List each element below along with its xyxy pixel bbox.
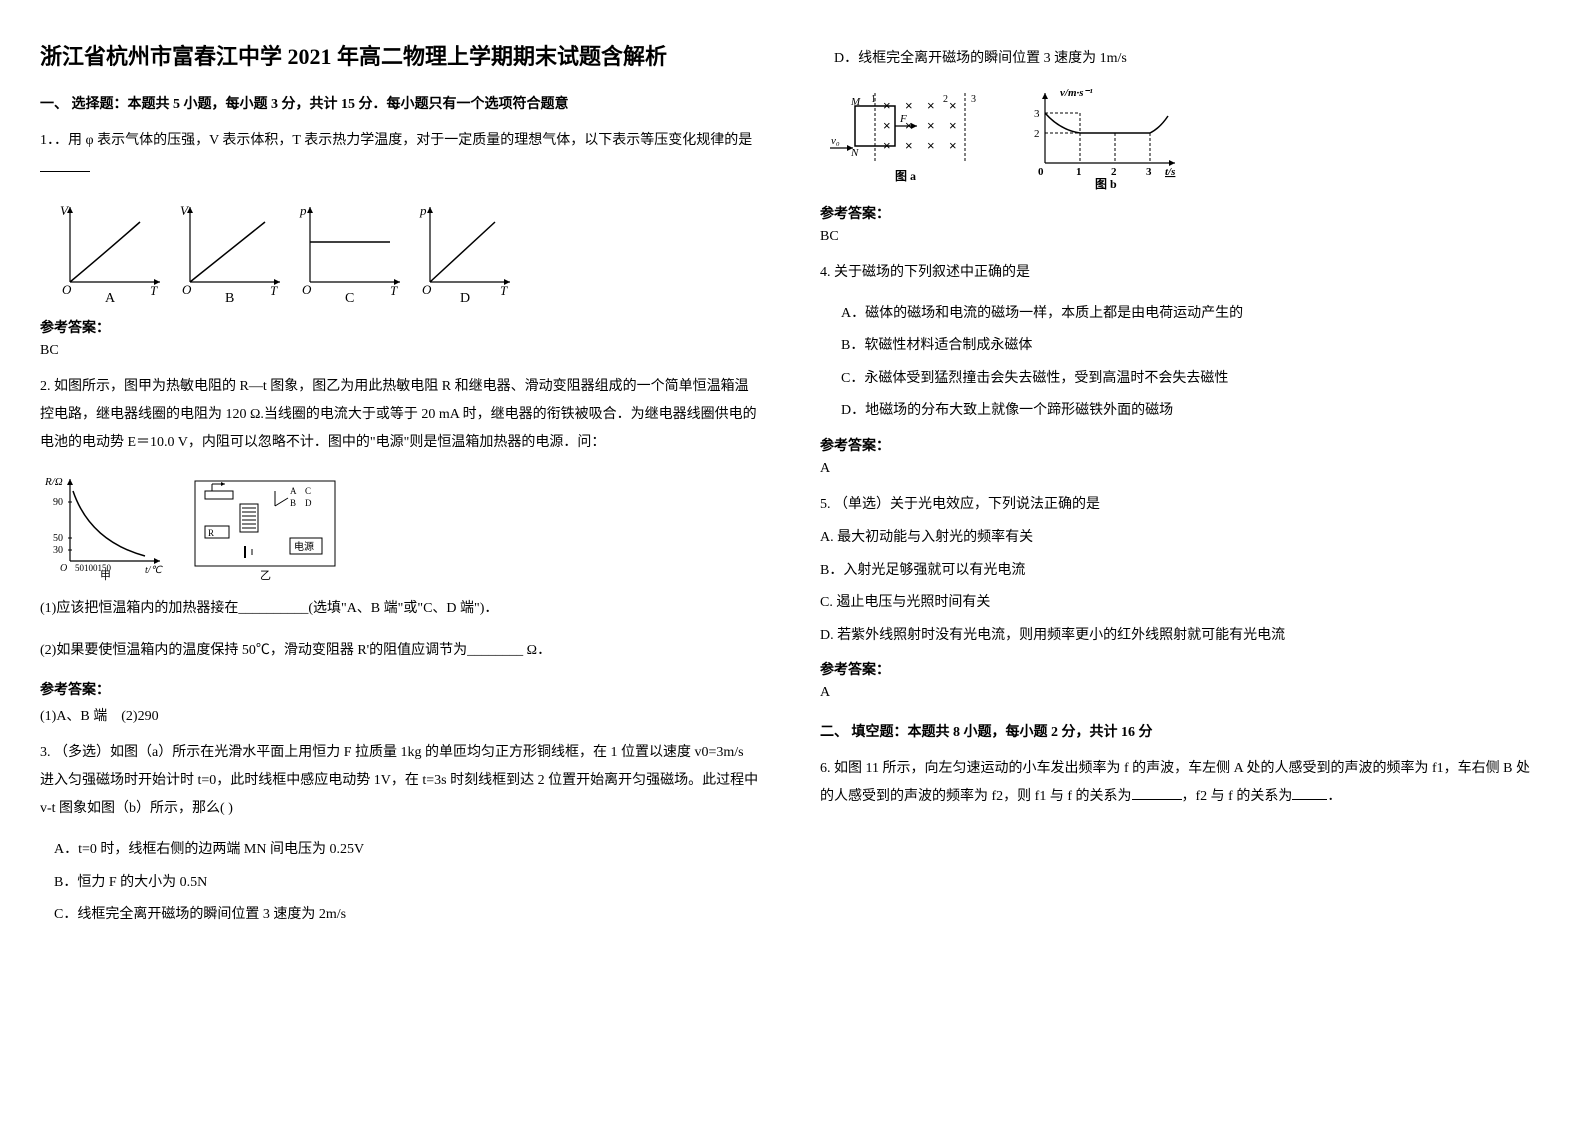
- svg-text:1: 1: [1076, 166, 1082, 178]
- q5-optD: D. 若紫外线照射时没有光电流，则用频率更小的红外线照射就可能有光电流: [820, 623, 1540, 650]
- q5-answer: A: [820, 685, 1540, 701]
- svg-text:F: F: [899, 113, 907, 125]
- svg-text:A: A: [290, 486, 297, 496]
- svg-text:×: ×: [905, 98, 913, 113]
- question-2: 2. 如图所示，图甲为热敏电阻的 R—t 图象，图乙为用此热敏电阻 R 和继电器…: [40, 373, 760, 457]
- svg-text:×: ×: [927, 118, 935, 133]
- svg-text:A: A: [105, 291, 116, 306]
- svg-text:30: 30: [53, 545, 63, 556]
- svg-text:×: ×: [883, 118, 891, 133]
- svg-text:图 a: 图 a: [895, 169, 916, 183]
- q3-figure: ×××× ×××× ×××× M N F v₀: [820, 83, 1540, 193]
- q5-optA: A. 最大初动能与入射光的频率有关: [820, 525, 1540, 552]
- q6-text-b: ，f2 与 f 的关系为: [1182, 789, 1293, 804]
- right-column: D．线框完全离开磁场的瞬间位置 3 速度为 1m/s ×××× ×××× ×××…: [820, 40, 1540, 935]
- section1-heading: 一、 选择题：本题共 5 小题，每小题 3 分，共计 15 分．每小题只有一个选…: [40, 93, 760, 113]
- q3-optD: D．线框完全离开磁场的瞬间位置 3 速度为 1m/s: [820, 46, 1540, 73]
- q3-optA: A．t=0 时，线框右侧的边两端 MN 间电压为 0.25V: [40, 837, 760, 864]
- svg-text:D: D: [305, 498, 312, 508]
- svg-text:乙: 乙: [260, 569, 271, 581]
- q4-optB: B．软磁性材料适合制成永磁体: [820, 333, 1540, 360]
- question-1: 1．．用 φ 表示气体的压强，V 表示体积，T 表示热力学温度，对于一定质量的理…: [40, 127, 760, 183]
- question-3: 3. （多选）如图（a）所示在光滑水平面上用恒力 F 拉质量 1kg 的单匝均匀…: [40, 739, 760, 823]
- svg-text:T: T: [270, 283, 278, 298]
- svg-text:O: O: [62, 282, 72, 297]
- svg-text:B: B: [290, 498, 296, 508]
- svg-text:C: C: [345, 291, 354, 306]
- q4-optD: D．地磁场的分布大致上就像一个蹄形磁铁外面的磁场: [820, 398, 1540, 425]
- q2-figure: R/Ω 90 50 30 O 50100150 t/℃ 甲: [40, 471, 760, 581]
- left-column: 浙江省杭州市富春江中学 2021 年高二物理上学期期末试题含解析 一、 选择题：…: [40, 40, 760, 935]
- q4-optC: C．永磁体受到猛烈撞击会失去磁性，受到高温时不会失去磁性: [820, 366, 1540, 393]
- svg-text:0: 0: [1038, 166, 1044, 178]
- question-4: 4. 关于磁场的下列叙述中正确的是: [820, 259, 1540, 287]
- svg-text:O: O: [422, 282, 432, 297]
- q6-blank1: [1132, 785, 1182, 800]
- q4-answer: A: [820, 461, 1540, 477]
- q1-text: 1．．用 φ 表示气体的压强，V 表示体积，T 表示热力学温度，对于一定质量的理…: [40, 133, 752, 148]
- svg-text:v₀: v₀: [831, 135, 840, 147]
- question-5: 5. （单选）关于光电效应，下列说法正确的是: [820, 491, 1540, 519]
- svg-text:D: D: [460, 291, 470, 306]
- q4-answer-label: 参考答案：: [820, 435, 1540, 455]
- svg-text:C: C: [305, 486, 311, 496]
- q5-answer-label: 参考答案：: [820, 659, 1540, 679]
- q2-answer-label: 参考答案：: [40, 679, 760, 699]
- page-title: 浙江省杭州市富春江中学 2021 年高二物理上学期期末试题含解析: [40, 40, 760, 73]
- q2-answer: (1)A、B 端 (2)290: [40, 705, 760, 725]
- question-6: 6. 如图 11 所示，向左匀速运动的小车发出频率为 f 的声波，车左侧 A 处…: [820, 755, 1540, 811]
- svg-text:×: ×: [949, 98, 957, 113]
- q4-optA: A．磁体的磁场和电流的磁场一样，本质上都是由电荷运动产生的: [820, 301, 1540, 328]
- section2-heading: 二、 填空题：本题共 8 小题，每小题 2 分，共计 16 分: [820, 721, 1540, 741]
- q6-text-c: ．: [1327, 789, 1341, 804]
- svg-text:×: ×: [949, 118, 957, 133]
- svg-text:p: p: [299, 203, 307, 218]
- q1-answer: BC: [40, 343, 760, 359]
- svg-text:T: T: [390, 283, 398, 298]
- q1-figure: V T O A V T O B: [40, 197, 760, 307]
- svg-text:R/Ω: R/Ω: [44, 476, 63, 488]
- svg-text:×: ×: [905, 138, 913, 153]
- svg-text:3: 3: [1146, 166, 1152, 178]
- q2-sub2: (2)如果要使恒温箱内的温度保持 50℃，滑动变阻器 R'的阻值应调节为____…: [40, 637, 760, 665]
- q3-answer: BC: [820, 229, 1540, 245]
- svg-text:×: ×: [927, 138, 935, 153]
- svg-text:×: ×: [927, 98, 935, 113]
- svg-text:O: O: [60, 563, 67, 574]
- svg-text:t/s: t/s: [1165, 166, 1175, 178]
- svg-text:×: ×: [949, 138, 957, 153]
- svg-text:T: T: [150, 283, 158, 298]
- q3-optB: B．恒力 F 的大小为 0.5N: [40, 870, 760, 897]
- svg-text:3: 3: [971, 94, 976, 105]
- svg-text:O: O: [302, 282, 312, 297]
- svg-text:甲: 甲: [100, 570, 111, 581]
- svg-text:2: 2: [943, 94, 948, 105]
- q6-blank2: [1292, 785, 1327, 800]
- svg-text:M: M: [850, 96, 861, 108]
- q3-answer-label: 参考答案：: [820, 203, 1540, 223]
- q1-blank: [40, 157, 90, 172]
- svg-text:图 b: 图 b: [1095, 177, 1117, 191]
- svg-text:电源: 电源: [294, 540, 314, 553]
- q5-optB: B．入射光足够强就可以有光电流: [820, 558, 1540, 585]
- svg-text:1: 1: [871, 94, 876, 105]
- q3-optC: C．线框完全离开磁场的瞬间位置 3 速度为 2m/s: [40, 902, 760, 929]
- svg-text:3: 3: [1034, 108, 1040, 120]
- svg-text:O: O: [182, 282, 192, 297]
- svg-text:90: 90: [53, 497, 63, 508]
- q1-answer-label: 参考答案：: [40, 317, 760, 337]
- svg-text:2: 2: [1034, 128, 1040, 140]
- svg-text:p: p: [419, 203, 427, 218]
- svg-text:B: B: [225, 291, 234, 306]
- q2-sub1: (1)应该把恒温箱内的加热器接在__________(选填"A、B 端"或"C、…: [40, 595, 760, 623]
- svg-text:R: R: [208, 528, 214, 538]
- page-container: 浙江省杭州市富春江中学 2021 年高二物理上学期期末试题含解析 一、 选择题：…: [40, 40, 1540, 935]
- svg-text:50: 50: [53, 533, 63, 544]
- svg-text:T: T: [500, 283, 508, 298]
- svg-text:v/m·s⁻¹: v/m·s⁻¹: [1060, 87, 1093, 99]
- q5-optC: C. 遏止电压与光照时间有关: [820, 590, 1540, 617]
- svg-text:t/℃: t/℃: [145, 565, 164, 576]
